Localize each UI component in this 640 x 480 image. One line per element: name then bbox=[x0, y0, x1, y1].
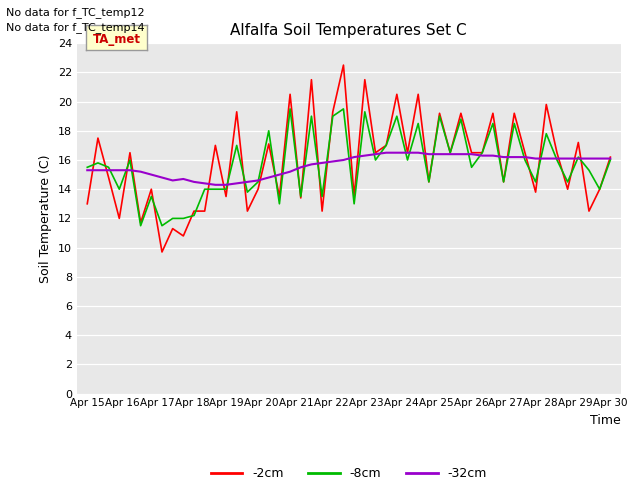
Y-axis label: Soil Temperature (C): Soil Temperature (C) bbox=[39, 154, 52, 283]
Legend: -2cm, -8cm, -32cm: -2cm, -8cm, -32cm bbox=[205, 462, 492, 480]
X-axis label: Time: Time bbox=[590, 414, 621, 427]
Text: TA_met: TA_met bbox=[93, 33, 141, 46]
Text: No data for f_TC_temp12: No data for f_TC_temp12 bbox=[6, 7, 145, 18]
Title: Alfalfa Soil Temperatures Set C: Alfalfa Soil Temperatures Set C bbox=[230, 23, 467, 38]
Text: No data for f_TC_temp14: No data for f_TC_temp14 bbox=[6, 22, 145, 33]
